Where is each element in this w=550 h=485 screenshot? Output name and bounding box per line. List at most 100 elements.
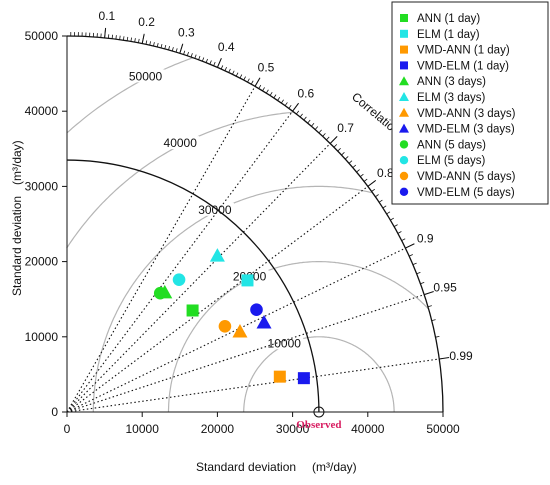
correlation-minor-tick <box>299 113 303 118</box>
correlation-minor-tick <box>164 44 167 50</box>
correlation-minor-tick <box>416 271 421 275</box>
correlation-label: 0.7 <box>337 121 354 135</box>
legend-marker <box>399 123 409 133</box>
rms-label-bg <box>126 69 165 83</box>
correlation-minor-tick <box>235 72 239 77</box>
correlation-minor-tick <box>284 102 288 106</box>
x-tick-label: 40000 <box>351 422 385 436</box>
legend-marker <box>399 140 409 149</box>
y-tick-label: 50000 <box>25 29 59 43</box>
correlation-tick <box>141 33 145 44</box>
data-point <box>186 304 199 317</box>
correlation-label: 0.9 <box>417 232 434 246</box>
correlation-label: 0.5 <box>258 60 275 74</box>
correlation-tick <box>439 357 450 360</box>
data-point <box>153 286 167 300</box>
correlation-minor-tick <box>153 42 155 47</box>
correlation-minor-tick <box>134 38 136 43</box>
correlation-minor-tick <box>168 46 170 51</box>
correlation-line <box>66 143 331 413</box>
correlation-minor-tick <box>171 47 174 52</box>
legend-marker <box>399 187 409 196</box>
correlation-minor-tick <box>378 199 383 203</box>
legend-marker <box>399 107 409 117</box>
correlation-minor-tick <box>149 41 151 46</box>
correlation-lines <box>66 86 440 413</box>
y-axis-unit: (m³/day) <box>10 140 24 185</box>
observed-marker: Observed <box>296 406 342 431</box>
rms-contour <box>66 111 293 249</box>
correlation-tick <box>367 179 377 187</box>
correlation-minor-tick <box>186 51 189 56</box>
x-tick-label: 0 <box>64 422 71 436</box>
correlation-label: 0.4 <box>218 40 235 54</box>
observed-point <box>313 406 325 418</box>
correlation-minor-tick <box>213 61 216 66</box>
correlation-label: 0.1 <box>98 9 115 23</box>
y-tick-label: 20000 <box>25 255 59 269</box>
correlation-tick <box>424 290 434 296</box>
rms-label: 30000 <box>198 203 232 217</box>
data-point <box>256 315 272 329</box>
legend-marker <box>400 61 408 70</box>
correlation-tick <box>292 102 300 112</box>
correlation-minor-tick <box>420 281 425 285</box>
data-point <box>241 274 254 287</box>
correlation-minor-tick <box>352 164 357 168</box>
correlation-minor-tick <box>243 76 246 81</box>
correlation-minor-tick <box>220 65 224 70</box>
correlation-minor-tick <box>397 231 402 234</box>
correlation-minor-tick <box>175 48 178 53</box>
legend-marker <box>400 14 408 22</box>
correlation-minor-tick <box>303 116 307 121</box>
correlation-minor-tick <box>160 43 163 49</box>
outer-arc <box>66 35 444 413</box>
correlation-minor-tick <box>322 133 326 137</box>
correlation-minor-tick <box>363 178 368 182</box>
correlation-minor-tick <box>115 35 117 40</box>
correlation-minor-tick <box>337 148 341 152</box>
legend-box <box>391 1 549 205</box>
correlation-line <box>66 185 369 413</box>
correlation-minor-tick <box>194 54 197 59</box>
correlation-minor-tick <box>273 94 277 99</box>
rms-label-bg <box>265 336 304 350</box>
correlation-minor-tick <box>314 126 319 130</box>
correlation-minor-tick <box>435 335 440 338</box>
correlation-label: 0.3 <box>178 25 195 39</box>
y-tick-label: 30000 <box>25 179 59 193</box>
axis-ticks: 00 10000 10000 20000 20000 30000 30000 40000 400… <box>25 9 473 436</box>
legend-label: ANN (5 days) <box>417 139 486 151</box>
correlation-minor-tick <box>198 55 201 60</box>
correlation-minor-tick <box>408 254 413 257</box>
legend-label: ELM (1 day) <box>417 29 480 41</box>
correlation-minor-tick <box>318 129 322 134</box>
legend-marker <box>400 45 408 54</box>
rms-contour <box>243 336 395 412</box>
data-point <box>297 372 310 385</box>
correlation-line <box>66 86 256 413</box>
legend-marker <box>399 171 409 181</box>
correlation-minor-tick <box>296 110 300 115</box>
rms-label: 10000 <box>268 336 302 350</box>
legend-label: VMD-ANN (5 days) <box>417 171 516 183</box>
correlation-minor-tick <box>307 119 311 124</box>
correlation-minor-tick <box>224 66 227 71</box>
rms-contours: 1000020000300004000050000 <box>66 57 430 412</box>
correlation-minor-tick <box>344 156 349 160</box>
correlation-minor-tick <box>205 58 208 63</box>
correlation-minor-tick <box>401 238 406 241</box>
correlation-label: 0.8 <box>377 166 394 180</box>
correlation-minor-tick <box>390 217 395 221</box>
correlation-minor-tick <box>412 262 417 266</box>
legend-label: VMD-ELM (3 days) <box>417 124 515 136</box>
correlation-minor-tick <box>126 36 129 41</box>
legend-marker <box>399 76 409 86</box>
legend-marker <box>399 156 409 165</box>
correlation-minor-tick <box>311 122 315 127</box>
correlation-minor-tick <box>280 99 284 104</box>
correlation-tick <box>254 77 261 87</box>
rms-label: 40000 <box>164 136 198 150</box>
observed-label: Observed <box>296 419 341 431</box>
data-point <box>232 324 248 338</box>
